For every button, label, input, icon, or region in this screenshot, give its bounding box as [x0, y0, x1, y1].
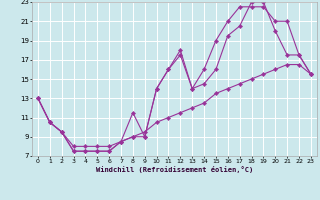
- X-axis label: Windchill (Refroidissement éolien,°C): Windchill (Refroidissement éolien,°C): [96, 166, 253, 173]
